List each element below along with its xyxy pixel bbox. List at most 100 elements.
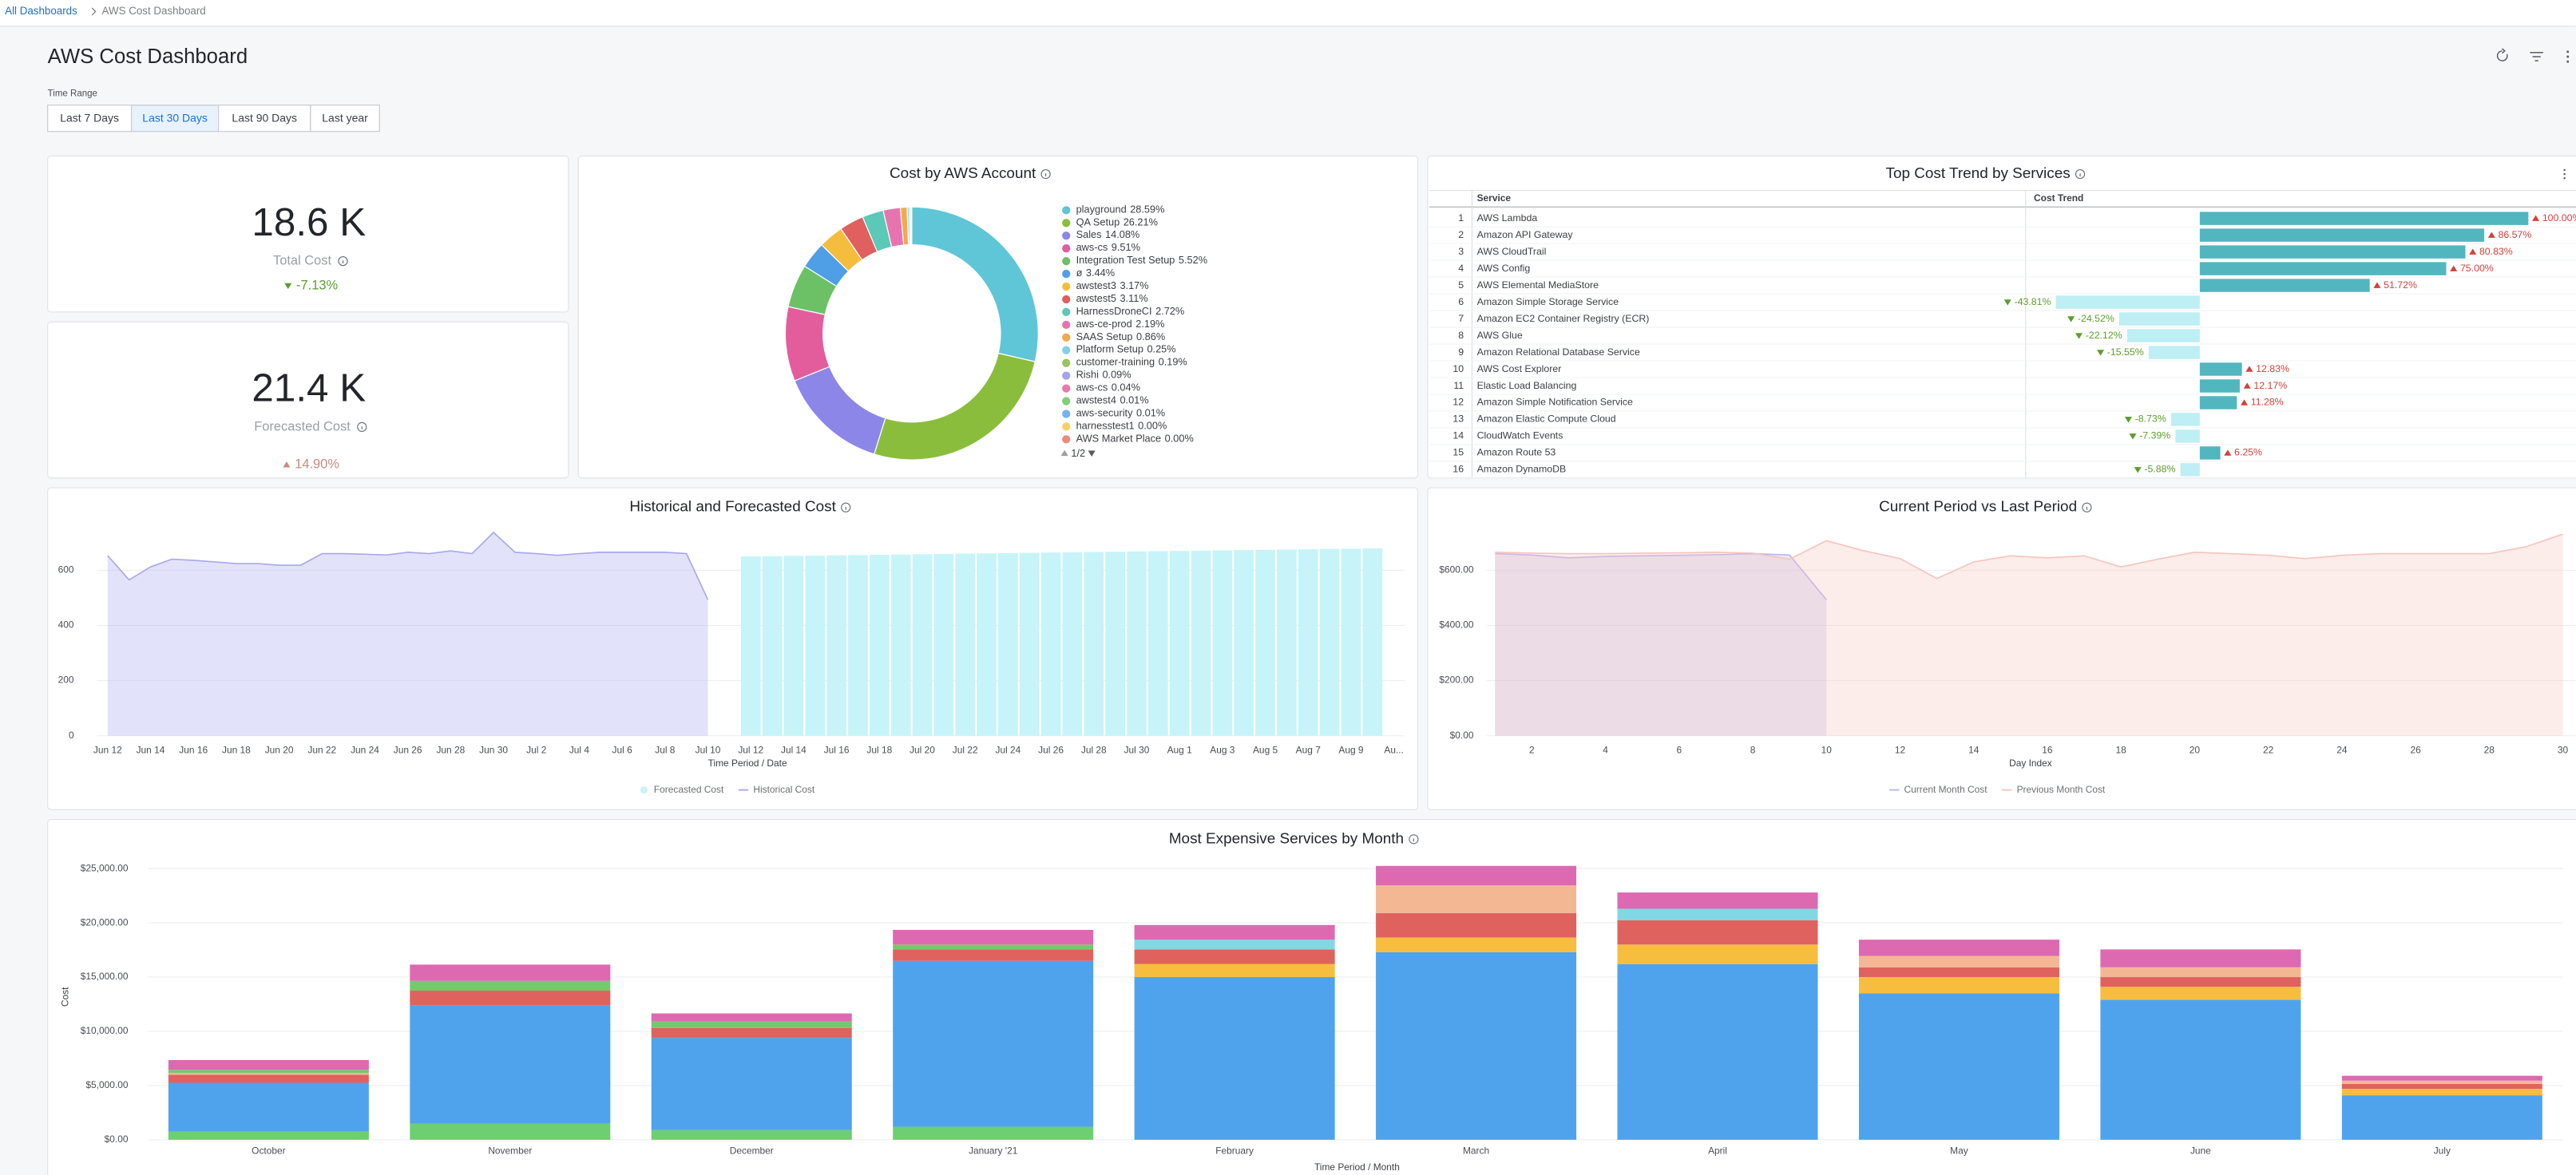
x-tick-label: Jun 30 <box>479 744 508 755</box>
legend-label: Sales 14.08% <box>1076 229 1140 241</box>
legend-value: 3.17% <box>1120 279 1148 291</box>
legend-dot <box>1062 256 1071 266</box>
row-rank: 15 <box>1452 447 1464 458</box>
x-tick-label: Jul 26 <box>1038 744 1064 755</box>
stacked-bar-segment <box>168 1059 369 1070</box>
trend-arrow <box>2134 467 2142 473</box>
info-icon <box>338 256 348 267</box>
forecast-bar <box>869 554 890 736</box>
trend-arrow <box>2067 316 2075 322</box>
legend-name: customer-training <box>1076 356 1155 368</box>
y-tick-label: $600.00 <box>1439 564 1473 575</box>
stacked-bar-segment <box>1617 963 1818 1140</box>
legend-label: Current Month Cost <box>1904 784 1988 795</box>
legend-label: Historical Cost <box>753 784 815 795</box>
refresh-icon[interactable] <box>2496 48 2508 61</box>
time-range-button[interactable] <box>310 105 380 133</box>
stacked-bar-segment <box>2341 1075 2542 1081</box>
row-rank: 6 <box>1458 296 1464 307</box>
legend-value: 0.25% <box>1147 343 1175 355</box>
trend-bar <box>2199 362 2242 376</box>
y-tick-label: $5,000.00 <box>85 1079 128 1090</box>
breadcrumb-current: AWS Cost Dashboard <box>102 5 206 17</box>
pie-card <box>577 155 1419 479</box>
legend-label: Rishi 0.09% <box>1076 369 1131 381</box>
x-tick-label: 8 <box>1750 744 1756 755</box>
row-rank: 16 <box>1452 464 1464 475</box>
stacked-bar-segment <box>1376 937 1577 952</box>
trend-bar <box>2199 245 2466 259</box>
legend-page-prev <box>1060 449 1068 457</box>
trend-arrow <box>2450 265 2458 271</box>
legend-name: Rishi <box>1076 369 1099 381</box>
legend-label: Forecasted Cost <box>654 784 724 795</box>
row-rank: 7 <box>1458 313 1464 324</box>
service-name: Amazon API Gateway <box>1477 229 1574 240</box>
legend-dot <box>1062 333 1071 342</box>
info-icon <box>2082 502 2092 512</box>
stacked-bar-segment <box>1376 912 1577 938</box>
time-range-button[interactable] <box>218 105 311 133</box>
x-axis-title: Day Index <box>2009 758 2052 769</box>
trend-label: -8.73% <box>2135 413 2166 425</box>
stacked-bar-segment <box>651 1038 852 1130</box>
x-tick-label: Jul 30 <box>1124 744 1150 755</box>
legend-label: playground 28.59% <box>1076 204 1165 216</box>
trend-bar <box>2199 279 2370 292</box>
legend-dot <box>1062 409 1071 418</box>
top-bar <box>0 0 2576 26</box>
legend-dot <box>1062 219 1071 227</box>
time-range-option[interactable]: Last year <box>322 111 368 124</box>
legend-name: harnesstest1 <box>1076 420 1135 432</box>
x-tick-label: 10 <box>1821 744 1833 755</box>
card-menu[interactable] <box>2563 168 2566 180</box>
row-rank: 1 <box>1458 212 1464 224</box>
trend-arrow <box>2075 333 2083 339</box>
forecast-bar <box>1362 548 1383 736</box>
stacked-bar-segment <box>1134 977 1335 1140</box>
time-range-button[interactable] <box>130 105 220 133</box>
legend-dot <box>1062 371 1071 380</box>
legend-name: SAAS Setup <box>1076 330 1133 342</box>
breadcrumb-link[interactable]: All Dashboards <box>5 5 77 17</box>
legend-label: awstest3 3.17% <box>1076 279 1149 291</box>
y-tick-label: $0.00 <box>105 1133 129 1145</box>
trend-bar <box>2170 413 2200 426</box>
page-title: AWS Cost Dashboard <box>48 45 248 68</box>
legend-label: Platform Setup 0.25% <box>1076 343 1176 355</box>
legend-value: 5.52% <box>1179 255 1207 267</box>
pie-slice <box>784 306 830 382</box>
trend-label: -5.88% <box>2144 464 2175 475</box>
time-range-button[interactable] <box>47 105 133 133</box>
forecast-bar <box>912 554 933 736</box>
trend-arrow <box>2532 215 2540 221</box>
y-tick-label: 600 <box>58 564 74 575</box>
stacked-bar-segment <box>1134 940 1335 950</box>
legend-label: aws-security 0.01% <box>1076 407 1166 419</box>
time-range-option[interactable]: Last 90 Days <box>232 111 297 124</box>
service-name: Amazon Elastic Compute Cloud <box>1477 413 1616 425</box>
x-tick-label: 28 <box>2484 744 2495 755</box>
trend-bar <box>2148 346 2200 359</box>
forecast-bar <box>1084 552 1104 736</box>
forecast-bar <box>848 555 868 736</box>
stacked-bar-segment <box>1617 920 1818 945</box>
service-name: AWS Config <box>1477 263 1531 274</box>
legend-value: 0.09% <box>1102 369 1131 381</box>
x-tick-label: Jun 16 <box>179 744 208 755</box>
stacked-bar-segment <box>2100 977 2301 987</box>
legend-name: ø <box>1076 267 1083 279</box>
service-name: AWS Glue <box>1477 330 1523 341</box>
x-axis-title: Time Period / Month <box>1314 1161 1400 1173</box>
legend-name: awstest5 <box>1076 292 1116 304</box>
time-range-option[interactable]: Last 7 Days <box>60 111 119 124</box>
forecast-bar <box>1105 552 1125 736</box>
forecast-bar <box>933 553 954 736</box>
time-range-option[interactable]: Last 30 Days <box>142 111 208 124</box>
forecast-bar <box>1127 551 1147 736</box>
filter-icon[interactable] <box>2530 52 2543 61</box>
more-icon[interactable] <box>2566 50 2570 63</box>
service-name: Elastic Load Balancing <box>1477 380 1577 391</box>
stacked-bar-segment <box>2341 1080 2542 1084</box>
stacked-bar-segment <box>168 1074 369 1083</box>
